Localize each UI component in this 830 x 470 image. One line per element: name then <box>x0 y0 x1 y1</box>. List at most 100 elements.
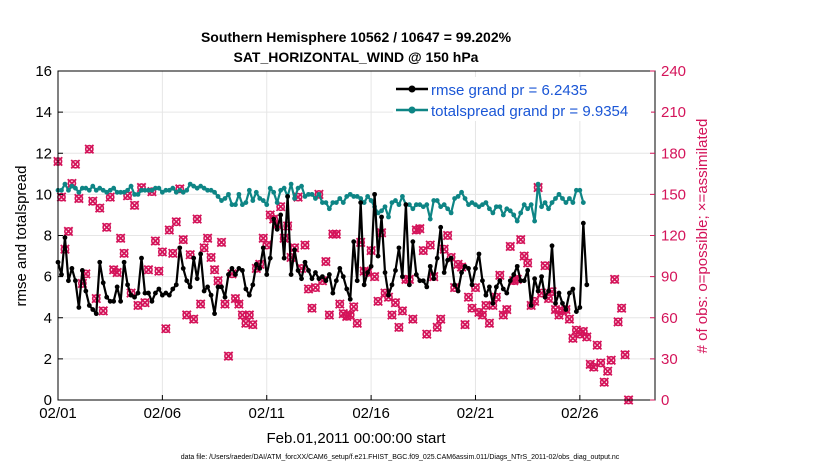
spread-point <box>379 208 384 214</box>
spread-point <box>473 202 478 208</box>
obs-cross-stroke <box>122 190 133 201</box>
obs-possible-point <box>307 303 317 313</box>
spread-point <box>490 210 496 216</box>
spread-point <box>445 206 451 212</box>
rmse-point <box>393 268 398 273</box>
obs-possible-point <box>484 318 494 328</box>
footer-data-file: data file: /Users/raeder/DAI/ATM_forcXX/… <box>181 454 620 461</box>
obs-cross-stroke <box>247 319 258 330</box>
obs-cross-stroke <box>129 200 140 211</box>
spread-point <box>299 183 304 189</box>
rmse-line <box>56 193 588 315</box>
obs-cross-stroke <box>150 236 161 246</box>
rmse-series <box>55 191 590 317</box>
rmse-point <box>250 282 256 288</box>
spread-point <box>66 187 71 193</box>
obs-cross-stroke <box>206 252 216 263</box>
obs-possible-point <box>613 317 623 327</box>
obs-cross-stroke <box>101 222 112 233</box>
obs-possible-point <box>70 159 80 169</box>
obs-assimilated-point <box>373 296 383 307</box>
obs-assimilated-point <box>435 314 446 324</box>
obs-assimilated-point <box>63 226 74 237</box>
obs-possible-point <box>491 292 501 302</box>
spread-point <box>250 198 256 203</box>
spread-point <box>553 196 558 201</box>
obs-cross-stroke <box>369 271 380 282</box>
rmse-point <box>194 276 200 282</box>
obs-cross-stroke <box>275 201 286 212</box>
obs-cross-stroke <box>408 314 418 324</box>
spread-point <box>518 210 524 216</box>
spread-point <box>229 202 235 208</box>
obs-assimilated-point <box>74 193 84 204</box>
spread-point <box>111 185 117 191</box>
obs-cross-stroke <box>418 245 429 256</box>
spread-point <box>306 191 311 197</box>
spread-point <box>400 194 405 199</box>
obs-assimilated-point <box>477 310 488 320</box>
spread-point <box>243 200 249 206</box>
obs-cross-stroke <box>223 351 234 361</box>
obs-cross-stroke <box>467 303 477 313</box>
spread-point <box>236 191 242 197</box>
rmse-point <box>340 274 346 280</box>
obs-cross-stroke <box>613 317 623 327</box>
obs-possible-point <box>98 306 108 316</box>
obs-cross-stroke <box>348 301 359 312</box>
chart-title-line2: SAT_HORIZONTAL_WIND @ 150 hPa <box>234 49 479 65</box>
rmse-point <box>406 282 412 288</box>
spread-point <box>532 218 538 224</box>
obs-cross-stroke <box>244 310 255 320</box>
obs-assimilated-point <box>595 358 606 368</box>
obs-assimilated-point <box>494 270 505 281</box>
obs-assimilated-point <box>408 314 418 324</box>
legend-box <box>393 77 651 121</box>
y-left-ticks: 0 2 4 6 8 10 12 14 16 <box>35 63 63 409</box>
spread-point <box>504 206 510 212</box>
spread-point <box>149 187 155 193</box>
spread-point <box>257 196 263 201</box>
obs-cross-stroke <box>317 275 328 286</box>
obs-possible-point <box>161 324 171 334</box>
rmse-point <box>149 298 155 304</box>
rmse-point <box>480 278 485 284</box>
rmse-point <box>177 245 183 251</box>
obs-assimilated-point <box>331 229 342 239</box>
rmse-point <box>459 270 464 275</box>
rmse-point <box>497 278 503 284</box>
rmse-point <box>125 282 130 288</box>
obs-assimilated-point <box>247 319 258 330</box>
rmse-point <box>69 266 75 271</box>
obs-cross-stroke <box>352 318 363 329</box>
rmse-point <box>333 278 339 284</box>
spread-point <box>382 204 388 210</box>
spread-point <box>208 187 214 193</box>
spread-point <box>219 198 224 203</box>
obs-possible-point <box>168 248 178 258</box>
obs-possible-point <box>102 222 112 232</box>
rmse-point <box>532 276 538 282</box>
spread-point <box>480 202 485 208</box>
obs-possible-point <box>439 244 449 254</box>
spread-point <box>483 200 489 206</box>
obs-assimilated-point <box>157 247 168 257</box>
obs-cross-stroke <box>98 306 109 316</box>
obs-assimilated-point <box>154 266 164 276</box>
obs-cross-stroke <box>167 248 178 259</box>
obs-possible-point <box>370 272 379 282</box>
rmse-point <box>184 278 190 284</box>
rmse-point <box>66 278 71 284</box>
spread-point <box>163 187 169 193</box>
spread-point <box>535 181 541 187</box>
obs-assimilated-point <box>195 299 206 309</box>
obs-cross-stroke <box>425 240 436 250</box>
obs-possible-point <box>349 302 359 312</box>
spread-point <box>323 200 329 206</box>
obs-cross-stroke <box>209 264 220 275</box>
spread-series <box>55 181 586 224</box>
obs-cross-stroke <box>442 230 453 241</box>
obs-assimilated-point <box>150 236 161 246</box>
rmse-point <box>226 272 231 277</box>
obs-cross-stroke <box>484 318 495 329</box>
